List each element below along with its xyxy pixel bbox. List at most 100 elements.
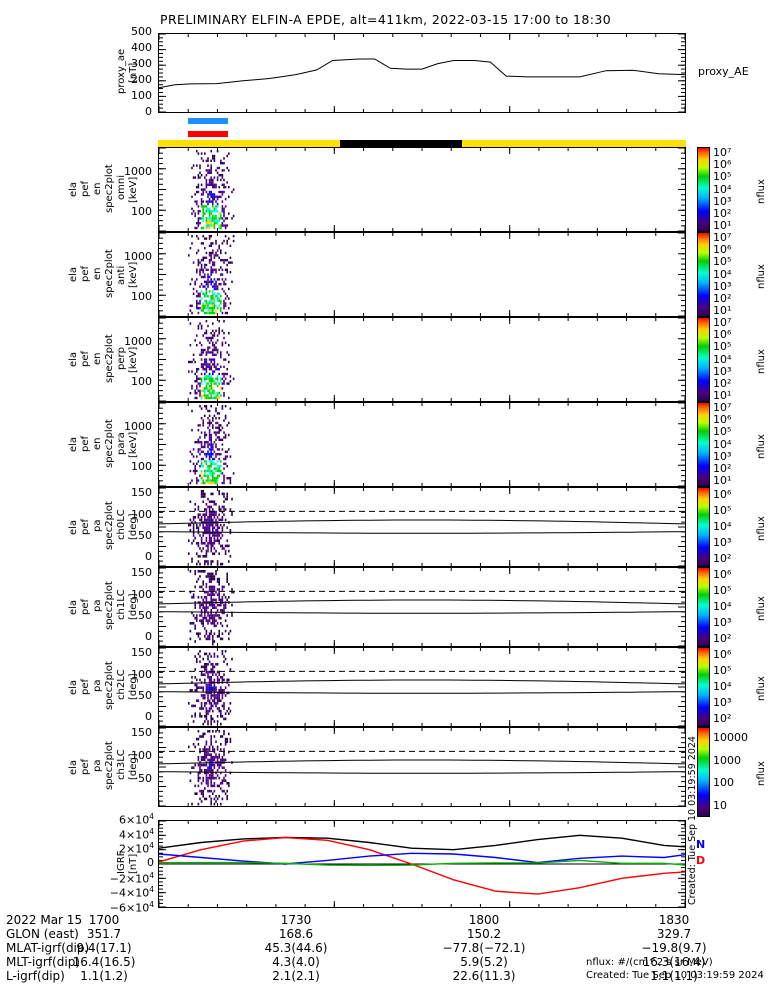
colorbar-4-label-1: 10⁵	[713, 504, 732, 517]
colorbar-2-label-5: 10²	[713, 376, 732, 390]
ytick-pa-ch0lc-3: 0	[145, 550, 152, 564]
ytick-pa-ch2lc-0: 150	[131, 646, 152, 660]
colorbar-7-label-3: 10	[713, 798, 727, 812]
igrf-legend-N: N	[696, 838, 706, 851]
footer-cell-r3-c3: 16.3(16.4)	[642, 955, 706, 969]
ylabel-pa-ch2lc-3: spec2plot	[104, 661, 115, 711]
ylabel-pa-ch2lc-4: ch2LC	[116, 669, 127, 700]
footer-cell-r1-c2: 150.2	[466, 927, 502, 941]
colorbar-7	[697, 727, 710, 817]
ylabel-pa-ch2lc-2: pa	[92, 679, 103, 693]
ytick-igrf-5: −4×104	[109, 885, 154, 900]
ylabel-pa-ch3lc-3: spec2plot	[104, 741, 115, 791]
ytick-proxy-ae-5: 0	[145, 105, 152, 118]
panel-en-omni	[158, 147, 686, 232]
panel-pa-ch2lc	[158, 647, 686, 727]
ylabel-proxy-ae-0: proxy_ae	[116, 48, 127, 94]
ytick-pa-ch2lc-1: 100	[131, 667, 152, 681]
colorbar-2-label-4: 10³	[713, 364, 732, 378]
footer-cell-r4-c3: 1.1(1.1)	[650, 969, 698, 983]
footer-cell-r4-c1: 2.1(2.1)	[272, 969, 320, 983]
panel-en-para	[158, 402, 686, 487]
colorbar-1-label-6: 10¹	[713, 303, 732, 317]
colorbar-1-label-1: 10⁶	[713, 243, 732, 257]
footer-row-label-4: L-igrf(dip)	[6, 969, 65, 983]
ytick-igrf-4: −2×104	[109, 870, 154, 886]
colorbar-3-unit: nflux	[756, 433, 767, 459]
colorbar-0-label-4: 10³	[713, 194, 732, 208]
ylabel-en-omni-0: ela	[68, 182, 79, 198]
ytick-proxy-ae-1: 400	[131, 41, 152, 54]
colorbar-6-label-0: 10⁶	[713, 648, 732, 661]
ylabel-en-perp-3: spec2plot	[104, 334, 115, 383]
footer-cell-r1-c1: 168.6	[278, 927, 314, 941]
colorbar-1-label-4: 10³	[713, 279, 732, 293]
colorbar-6-label-3: 10³	[713, 696, 732, 709]
ylabel-pa-ch0lc-1: pef	[80, 518, 91, 535]
ylabel-en-perp-1: pef	[80, 351, 91, 368]
ylabel-en-para-3: spec2plot	[104, 419, 115, 468]
colorbar-3	[697, 402, 710, 487]
panel-canvas-en-omni	[159, 148, 685, 231]
igrf-legend-D: D	[696, 854, 706, 867]
colorbar-4-unit: nflux	[756, 516, 767, 541]
colorbar-4-label-0: 10⁶	[713, 488, 732, 501]
ytick-proxy-ae-2: 300	[131, 57, 152, 70]
panel-canvas-en-perp	[159, 318, 685, 401]
ylabel-en-anti-2: en	[92, 267, 103, 280]
ylabel-en-perp-0: ela	[68, 352, 79, 368]
ytick-pa-ch1lc-1: 100	[131, 587, 152, 601]
colorbar-3-label-6: 10¹	[713, 473, 732, 487]
footer-row-label-0: 2022 Mar 15	[6, 913, 83, 927]
ylabel-en-para-4: para	[116, 432, 127, 455]
colorbar-0-label-3: 10⁴	[713, 182, 732, 196]
proxy-ae-right-label: proxy_AE	[698, 65, 749, 78]
colorbar-0	[697, 147, 710, 232]
ytick-proxy-ae-0: 500	[131, 25, 152, 38]
footer-cell-r2-c3: −19.8(9.7)	[641, 941, 707, 955]
colorbar-0-label-2: 10⁵	[713, 170, 732, 184]
footer-cell-r0-c3: 1830	[658, 913, 690, 927]
colorbar-6-label-4: 10²	[713, 712, 732, 725]
ylabel-en-anti-4: anti	[116, 265, 127, 285]
footer-cell-r1-c0: 351.7	[86, 927, 122, 941]
colorbar-2	[697, 317, 710, 402]
ytick-igrf-0: 6×104	[119, 812, 154, 827]
colorbar-2-label-2: 10⁵	[713, 340, 732, 354]
ylabel-pa-ch0lc-4: ch0LC	[116, 509, 127, 540]
footer-cell-r3-c1: 4.3(4.0)	[272, 955, 320, 969]
ytick-pa-ch1lc-0: 150	[131, 566, 152, 580]
ylabel-pa-ch1lc-2: pa	[92, 599, 103, 613]
panel-canvas-proxy-ae	[159, 34, 685, 112]
colorbar-2-label-3: 10⁴	[713, 352, 732, 366]
ylabel-pa-ch1lc-1: pef	[80, 598, 91, 615]
panel-canvas-pa-ch2lc	[159, 648, 685, 726]
ytick-en-omni-1: 100	[131, 205, 152, 219]
ylabel-en-omni-1: pef	[80, 181, 91, 198]
colorbar-5-label-1: 10⁵	[713, 584, 732, 597]
colorbar-5-label-4: 10²	[713, 632, 732, 645]
igrf-trace-N	[159, 852, 685, 865]
colorbar-3-label-0: 10⁷	[713, 401, 732, 415]
ytick-pa-ch2lc-3: 0	[145, 710, 152, 724]
ylabel-en-omni-4: omni	[116, 174, 127, 200]
ytick-en-perp-0: 1000	[124, 334, 152, 348]
colorbar-1-unit: nflux	[756, 263, 767, 289]
ylabel-en-anti-1: pef	[80, 266, 91, 283]
status-bar-blue	[188, 118, 228, 124]
ylabel-pa-ch1lc-0: ela	[68, 599, 79, 615]
ytick-en-omni-0: 1000	[124, 164, 152, 178]
ylabel-en-para-2: en	[92, 437, 103, 450]
colorbar-7-label-2: 100	[713, 776, 734, 790]
ytick-pa-ch3lc-0: 150	[131, 726, 152, 740]
colorbar-3-label-2: 10⁵	[713, 425, 732, 439]
panel-en-anti	[158, 232, 686, 317]
footer-cell-r2-c1: 45.3(44.6)	[264, 941, 328, 955]
status-bar-black-segment	[340, 140, 462, 147]
ylabel-en-omni-5: [keV]	[128, 176, 139, 203]
colorbar-3-label-4: 10³	[713, 449, 732, 463]
page-title: PRELIMINARY ELFIN-A EPDE, alt=411km, 202…	[160, 12, 612, 27]
panel-canvas-pa-ch3lc	[159, 728, 685, 806]
ytick-igrf-1: 4×104	[119, 826, 154, 842]
panel-pa-ch3lc	[158, 727, 686, 807]
